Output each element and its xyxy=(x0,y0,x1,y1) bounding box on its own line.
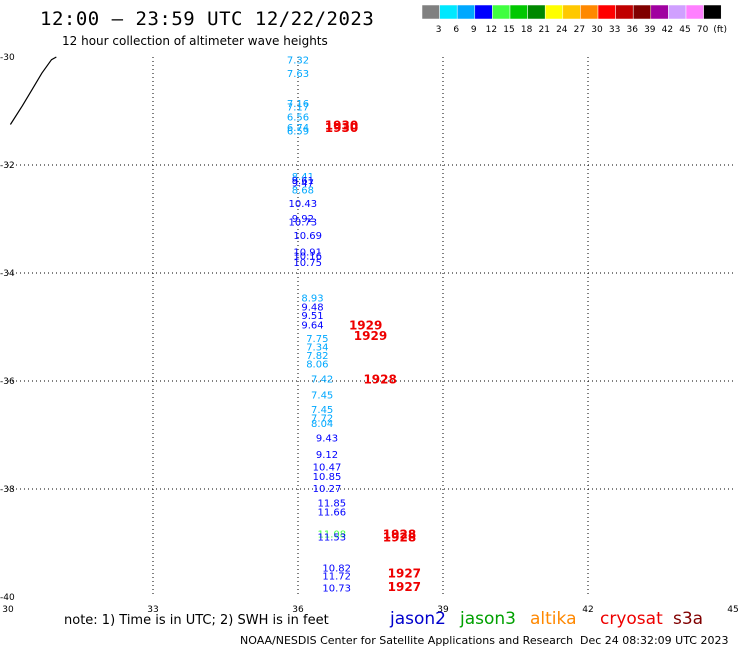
legend-s3a: s3a xyxy=(673,609,704,629)
wave-height-label: 10.69 xyxy=(293,231,322,242)
wave-height-label: 9.61 xyxy=(292,176,314,187)
wave-height-label: 8.06 xyxy=(306,360,328,371)
wave-height-label: 11.85 xyxy=(318,499,347,510)
wave-height-label: 7.45 xyxy=(311,405,333,416)
legend-tick-label: 45 xyxy=(679,25,690,35)
wave-height-label: 9.47 xyxy=(292,178,314,189)
wave-height-label: 10.27 xyxy=(313,484,342,495)
y-tick-label: -30 xyxy=(0,53,15,63)
pass-time-label: 1928 xyxy=(383,531,416,545)
x-tick-label: 42 xyxy=(582,605,593,615)
pass-time-label: 1930 xyxy=(325,121,358,135)
wave-height-label: 10.73 xyxy=(289,218,318,229)
legend-tick-label: 70 xyxy=(697,25,709,35)
wave-height-label: 9.51 xyxy=(301,311,323,322)
legend-tick-label: 24 xyxy=(556,25,568,35)
pass-time-label: 1927 xyxy=(388,580,421,594)
x-tick-label: 36 xyxy=(292,605,304,615)
pass-time-label: 1927 xyxy=(388,567,421,581)
legend-tick-label: 12 xyxy=(486,25,497,35)
wave-height-label: 8.04 xyxy=(311,419,333,430)
legend-cryosat: cryosat xyxy=(600,609,663,629)
pass-time-label: 1928 xyxy=(383,527,416,541)
color-legend: 3 6 9 12 15 18 21 24 27 30 33 36 39 42 45 70 (ft) xyxy=(422,5,727,35)
legend-tick-label: (ft) xyxy=(713,25,727,35)
wave-height-label: 8.93 xyxy=(301,293,323,304)
wave-height-label: 10.91 xyxy=(293,247,322,258)
chart-title: 12:00 – 23:59 UTC 12/22/2023 xyxy=(40,8,375,30)
wave-height-label: 8.68 xyxy=(292,185,314,196)
wave-height-label: 10.73 xyxy=(322,583,351,594)
wave-height-label: 9.12 xyxy=(316,450,338,461)
legend-tick-label: 15 xyxy=(503,25,514,35)
x-tick-label: 33 xyxy=(147,605,158,615)
wave-height-label: 7.72 xyxy=(311,414,333,425)
wave-height-label: 10.75 xyxy=(293,258,322,269)
wave-height-label: 9.43 xyxy=(316,434,338,445)
wave-height-label: 11.53 xyxy=(318,533,347,544)
wave-height-label: 9.92 xyxy=(292,214,314,225)
pass-time-label: 1928 xyxy=(363,372,396,386)
wave-height-label: 7.45 xyxy=(311,391,333,402)
wave-height-label: 10.47 xyxy=(313,462,342,473)
wave-height-label: 7.63 xyxy=(287,69,309,80)
footer-note: note: 1) Time is in UTC; 2) SWH is in fe… xyxy=(64,613,329,628)
legend-tick-label: 39 xyxy=(644,25,656,35)
wave-height-label: 11.66 xyxy=(318,508,347,519)
wave-height-label: 8.41 xyxy=(292,172,314,183)
generated-timestamp: Dec 24 08:32:09 UTC 2023 xyxy=(580,634,729,647)
credit-line: NOAA/NESDIS Center for Satellite Applica… xyxy=(240,634,574,647)
legend-tick-label: 42 xyxy=(662,25,673,35)
wave-height-label: 9.64 xyxy=(301,320,323,331)
wave-height-label: 9.48 xyxy=(301,302,323,313)
y-tick-label: -38 xyxy=(0,485,15,495)
x-tick-label: 30 xyxy=(2,605,14,615)
legend-tick-label: 9 xyxy=(471,25,477,35)
wave-height-label: 6.74 xyxy=(287,123,309,134)
wave-height-label: 7.75 xyxy=(306,334,328,345)
wave-height-label: 7.16 xyxy=(287,99,309,110)
legend-tick-label: 27 xyxy=(574,25,585,35)
y-tick-label: -40 xyxy=(0,593,15,603)
legend-tick-label: 36 xyxy=(626,25,638,35)
legend-altika: altika xyxy=(530,609,577,629)
wave-height-label: 7.34 xyxy=(306,342,328,353)
legend-tick-label: 3 xyxy=(436,25,442,35)
legend-jason2: jason2 xyxy=(390,609,446,629)
x-tick-label: 45 xyxy=(727,605,738,615)
y-tick-label: -32 xyxy=(0,161,15,171)
wave-height-label: 7.17 xyxy=(287,103,309,114)
y-tick-label: -34 xyxy=(0,269,15,279)
wave-height-label: 11.08 xyxy=(318,529,347,540)
wave-height-label: 7.82 xyxy=(306,351,328,362)
pass-time-label: 1929 xyxy=(354,329,387,343)
legend-tick-label: 33 xyxy=(609,25,620,35)
wave-height-label: 10.16 xyxy=(293,252,322,263)
legend-tick-label: 21 xyxy=(538,25,549,35)
coastline xyxy=(9,56,57,125)
wave-height-plot: 30 33 36 39 42 45 -30 -32 -34 -36 -38 -40 7.32 7.63 7.… xyxy=(0,53,739,615)
legend-jason3: jason3 xyxy=(460,609,516,629)
wave-height-label: 7.32 xyxy=(287,56,309,67)
pass-time-label: 1930 xyxy=(325,119,358,133)
wave-height-label: 6.59 xyxy=(287,126,309,137)
y-tick-label: -36 xyxy=(0,377,15,387)
legend-tick-label: 30 xyxy=(591,25,603,35)
pass-time-label: 1929 xyxy=(349,318,382,332)
legend-tick-label: 6 xyxy=(453,25,459,35)
wave-height-label: 6.56 xyxy=(287,112,309,123)
wave-height-label: 7.42 xyxy=(311,374,333,385)
chart-subtitle: 12 hour collection of altimeter wave hei… xyxy=(62,34,328,48)
legend-tick-label: 18 xyxy=(521,25,533,35)
wave-height-label: 10.85 xyxy=(313,472,342,483)
wave-height-label: 11.72 xyxy=(322,571,351,582)
wave-height-label: 10.43 xyxy=(289,199,318,210)
wave-height-label: 10.82 xyxy=(322,563,351,574)
legend-swatch xyxy=(703,5,722,20)
x-tick-label: 39 xyxy=(437,605,449,615)
